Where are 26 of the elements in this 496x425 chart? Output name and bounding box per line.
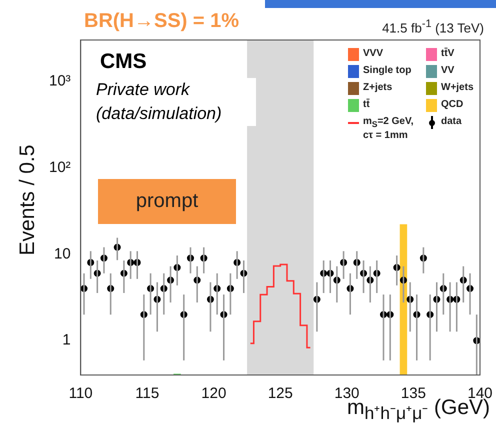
x-tick-label: 110 bbox=[68, 385, 93, 402]
x-tick-label: 115 bbox=[135, 385, 160, 402]
y-tick-label: 1 bbox=[62, 332, 71, 349]
y-axis-title: Events / 0.5 bbox=[16, 144, 40, 256]
text: 41.5 fb$^{-1}$ (13 TeV) bbox=[382, 18, 484, 36]
legend-label: VVV bbox=[363, 48, 384, 60]
legend-label: data bbox=[441, 116, 462, 128]
label-box: prompt bbox=[98, 179, 236, 224]
annotation: Private work (data/simulation) bbox=[96, 78, 256, 126]
y-tick-label: 10 bbox=[54, 245, 71, 262]
legend-label: tt̄ bbox=[363, 99, 370, 111]
legend-label: Z+jets bbox=[363, 82, 392, 94]
y-tick-label: 10³ bbox=[48, 72, 71, 90]
legend-label: m$_{S}$=2 GeV, cτ = 1mm bbox=[363, 116, 415, 142]
x-tick-label: 135 bbox=[400, 385, 426, 402]
x-tick-label: 120 bbox=[201, 385, 226, 402]
y-tick-label: 10² bbox=[48, 158, 71, 176]
annotation: CMS bbox=[100, 50, 147, 74]
legend-label: W+jets bbox=[441, 82, 474, 94]
legend-label: tt̄V bbox=[441, 48, 454, 60]
legend-label: Single top bbox=[363, 65, 412, 77]
chart-title: BR(H→SS) = 1% bbox=[84, 10, 240, 33]
x-tick-label: 125 bbox=[268, 385, 293, 402]
legend-label: VV bbox=[441, 65, 454, 77]
legend-label: QCD bbox=[441, 99, 464, 111]
x-tick-label: 130 bbox=[334, 385, 360, 402]
